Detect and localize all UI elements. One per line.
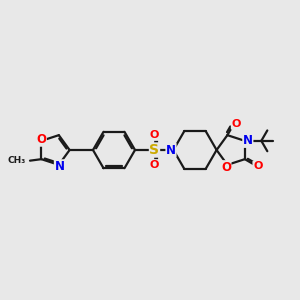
Text: O: O (253, 161, 262, 171)
Text: O: O (150, 160, 159, 170)
Text: O: O (36, 133, 46, 146)
Text: O: O (150, 130, 159, 140)
Text: CH₃: CH₃ (8, 156, 26, 165)
Text: S: S (149, 143, 160, 157)
Text: N: N (166, 143, 176, 157)
Text: O: O (231, 119, 241, 129)
Text: N: N (54, 160, 64, 173)
Text: O: O (221, 161, 231, 174)
Text: N: N (243, 134, 253, 147)
